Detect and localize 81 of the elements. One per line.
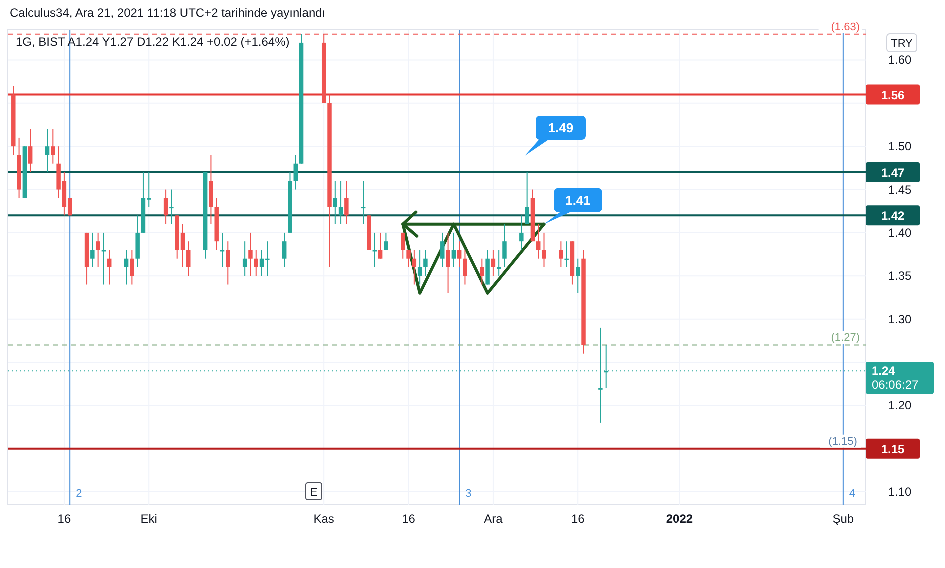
candlestick [45,128,50,173]
candlestick [248,232,253,277]
ref-line-label: 2 [76,488,82,500]
y-tick-label: 1.45 [888,182,912,197]
candlestick [372,232,378,268]
x-tick-label: Kas [314,512,334,526]
annotation: E [310,487,318,499]
candlestick [480,258,484,286]
candlestick [362,180,366,225]
candlestick [170,189,174,225]
y-tick-label: 1.60 [888,53,912,68]
y-tick-label: 1.40 [888,226,912,240]
y-tick-label: 1.20 [888,398,912,413]
x-tick-label: 16 [58,512,72,526]
ref-line-label: (1.63) [831,21,860,34]
ref-line-label: 1.24 [872,364,896,378]
candlestick [242,241,248,277]
candlestick [186,241,191,277]
candlestick [102,232,106,286]
ref-line-label: 1.56 [881,88,905,102]
y-tick-label: 1.35 [888,269,912,284]
candlestick [333,180,338,225]
candlestick [418,250,422,286]
ref-line-label: 1.47 [881,166,905,180]
candlestick [598,327,603,424]
candlestick [294,154,298,190]
candlestick [282,232,287,268]
y-axis-title: TRY [891,38,914,50]
candlestick [559,241,564,268]
candlestick [254,250,258,277]
annotation: 1.41 [566,192,591,208]
candlestick [536,224,541,260]
candlestick [344,180,349,225]
candlestick [424,250,428,277]
candlestick [576,258,580,294]
chart-title: Calculus34, Ara 21, 2021 11:18 UTC+2 tarihinde yayınlandı [10,6,326,20]
annotation: (1.15) [828,436,858,448]
x-tick-label: 16 [402,512,416,526]
candlestick [491,250,496,277]
candlestick [457,241,462,268]
candlestick [124,250,129,286]
candlestick [452,232,456,268]
candlestick [338,180,344,225]
candlestick [90,232,95,268]
candlestick [28,128,33,173]
x-tick-label: 2022 [666,512,694,526]
ref-line-label: (1.27) [831,332,860,344]
y-tick-label: 1.10 [888,485,912,500]
ref-line-label: 1.42 [881,209,905,224]
candlestick [220,232,225,268]
ref-line-label: 3 [466,488,472,500]
ref-line-label: 4 [849,488,856,500]
text: 06:06:27 [872,378,920,392]
candlestick [520,215,524,251]
candlestick [564,241,569,268]
candlestick [401,232,406,260]
candlestick [226,241,230,286]
x-tick-label: Şub [832,512,854,526]
candlestick [412,250,417,286]
x-tick-label: 16 [571,512,586,526]
candlestick [384,232,388,251]
candlestick [542,232,546,268]
candlestick [107,250,112,286]
candlestick [440,232,445,268]
candlestick [378,232,383,260]
candlestick [96,232,100,268]
annotation: 1.49 [548,120,574,136]
candlestick [51,128,56,164]
x-tick-label: Ara [484,512,504,526]
y-tick-label: 1.50 [888,140,912,154]
candlestick [406,250,411,268]
candlestick [463,250,468,286]
candlestick [130,250,134,286]
x-tick-label: Eki [140,512,158,526]
candlestick [525,172,530,225]
candlestick [502,224,507,268]
candlestick [164,189,168,225]
candlestick [446,232,450,294]
candlestick [496,250,502,277]
ref-line-label: 1.15 [881,442,905,456]
y-tick-label: 1.30 [888,312,912,326]
